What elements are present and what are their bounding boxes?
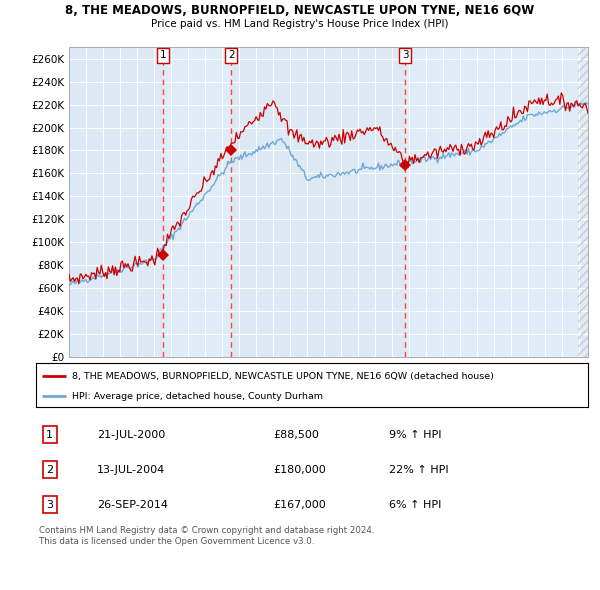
Text: 3: 3: [402, 50, 409, 60]
Text: 8, THE MEADOWS, BURNOPFIELD, NEWCASTLE UPON TYNE, NE16 6QW (detached house): 8, THE MEADOWS, BURNOPFIELD, NEWCASTLE U…: [72, 372, 494, 381]
Text: Contains HM Land Registry data © Crown copyright and database right 2024.: Contains HM Land Registry data © Crown c…: [39, 526, 374, 535]
Text: 2: 2: [228, 50, 235, 60]
Text: £88,500: £88,500: [274, 430, 319, 440]
Text: 22% ↑ HPI: 22% ↑ HPI: [389, 465, 449, 475]
Text: Price paid vs. HM Land Registry's House Price Index (HPI): Price paid vs. HM Land Registry's House …: [151, 19, 449, 29]
Text: 13-JUL-2004: 13-JUL-2004: [97, 465, 165, 475]
Text: £167,000: £167,000: [274, 500, 326, 510]
Text: 3: 3: [46, 500, 53, 510]
Bar: [163, 47, 232, 357]
Text: HPI: Average price, detached house, County Durham: HPI: Average price, detached house, Coun…: [72, 392, 323, 401]
Bar: [405, 47, 588, 357]
Text: This data is licensed under the Open Government Licence v3.0.: This data is licensed under the Open Gov…: [39, 537, 314, 546]
Text: 2: 2: [46, 465, 53, 475]
Text: 1: 1: [160, 50, 167, 60]
Text: 1: 1: [46, 430, 53, 440]
Text: 8, THE MEADOWS, BURNOPFIELD, NEWCASTLE UPON TYNE, NE16 6QW: 8, THE MEADOWS, BURNOPFIELD, NEWCASTLE U…: [65, 4, 535, 17]
Text: 21-JUL-2000: 21-JUL-2000: [97, 430, 165, 440]
Text: 6% ↑ HPI: 6% ↑ HPI: [389, 500, 442, 510]
Text: 9% ↑ HPI: 9% ↑ HPI: [389, 430, 442, 440]
Text: 26-SEP-2014: 26-SEP-2014: [97, 500, 168, 510]
Text: £180,000: £180,000: [274, 465, 326, 475]
